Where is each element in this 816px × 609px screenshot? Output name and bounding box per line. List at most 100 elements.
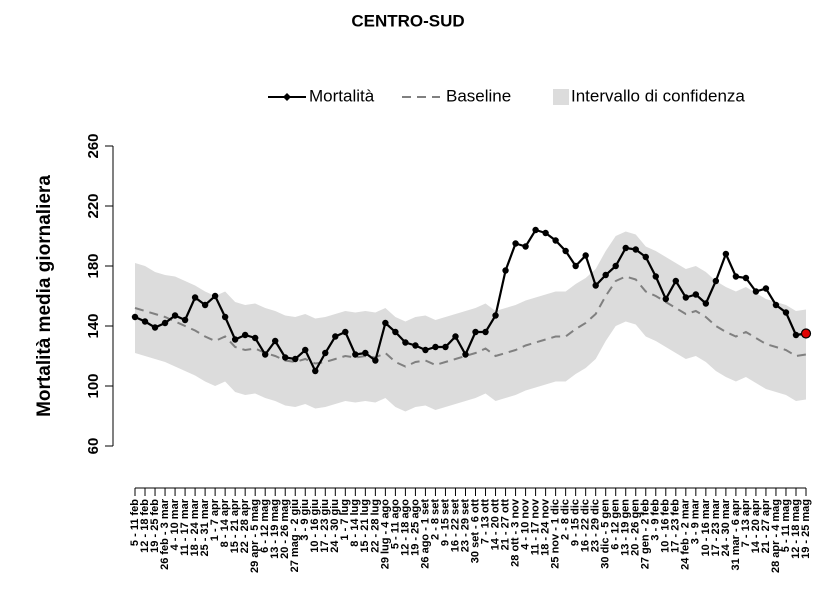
data-point xyxy=(682,294,690,301)
data-point xyxy=(612,262,619,270)
x-tick-label: 11 - 17 mar xyxy=(179,498,191,556)
x-tick-label: 10 - 16 feb xyxy=(660,499,672,553)
y-tick-label: 260 xyxy=(85,133,102,158)
data-point xyxy=(712,277,720,285)
x-tick-label: 19 - 25 mag xyxy=(800,499,812,559)
data-point xyxy=(261,351,269,358)
x-tick-label: 24 feb - 2 mar xyxy=(680,498,692,570)
x-tick-label: 16 - 22 set xyxy=(449,499,461,553)
data-point xyxy=(211,292,219,300)
x-tick-label: 27 gen - 2 feb xyxy=(640,499,652,570)
x-tick-label: 23 - 29 dic xyxy=(590,499,602,552)
y-tick-label: 60 xyxy=(85,438,102,455)
x-tick-label: 24 - 30 mar xyxy=(720,498,732,556)
x-tick-label: 4 - 10 nov xyxy=(519,498,531,550)
data-point xyxy=(302,346,309,354)
y-tick-label: 140 xyxy=(85,313,102,338)
x-tick-label: 12 - 18 ago xyxy=(399,499,411,556)
legend-label: Baseline xyxy=(446,86,511,105)
x-tick-label: 20 - 26 mag xyxy=(279,499,291,559)
legend-marker xyxy=(283,93,291,101)
chart-title: CENTRO-SUD xyxy=(351,11,464,30)
x-tick-label: 3 - 9 feb xyxy=(650,499,662,541)
data-point xyxy=(462,351,469,358)
x-tick-label: 2 - 8 set xyxy=(429,499,441,540)
data-point xyxy=(792,331,800,339)
y-tick-label: 220 xyxy=(85,193,102,218)
data-point xyxy=(332,333,339,340)
x-tick-label: 10 - 16 giu xyxy=(309,499,321,553)
x-tick-label: 6 - 12 gen xyxy=(610,499,622,550)
x-tick-label: 30 dic - 5 gen xyxy=(600,499,612,569)
x-tick-label: 22 - 28 apr xyxy=(239,498,251,553)
data-point xyxy=(592,282,599,289)
data-point xyxy=(231,336,239,343)
x-tick-label: 1 - 7 lug xyxy=(339,499,351,541)
x-tick-label: 6 - 12 mag xyxy=(259,499,271,553)
x-tick-label: 21 - 27 apr xyxy=(760,498,772,553)
data-point xyxy=(191,294,199,301)
x-tick-label: 15 - 21 lug xyxy=(359,499,371,553)
x-tick-label: 3 - 9 mar xyxy=(690,498,702,544)
x-tick-label: 16 - 22 dic xyxy=(580,499,592,552)
data-point xyxy=(201,301,209,309)
x-tick-label: 13 - 19 mag xyxy=(269,499,281,559)
x-tick-label: 3 - 9 giu xyxy=(299,499,311,541)
data-point xyxy=(442,343,449,351)
x-tick-label: 25 - 31 mar xyxy=(199,498,211,556)
x-tick-label: 7 - 13 ott xyxy=(479,499,491,545)
data-point xyxy=(181,316,189,324)
data-point xyxy=(652,273,659,280)
data-point xyxy=(732,273,740,280)
x-tick-label: 20 - 26 gen xyxy=(630,499,642,556)
data-point xyxy=(672,277,680,285)
y-axis-label: Mortalità media giornaliera xyxy=(34,175,55,417)
x-tick-label: 26 ago - 1 set xyxy=(419,499,431,569)
x-tick-label: 14 - 20 ott xyxy=(489,499,501,551)
data-point xyxy=(402,339,409,346)
legend-label: Intervallo di confidenza xyxy=(571,86,745,105)
x-tick-label: 12 - 18 feb xyxy=(139,499,151,553)
x-tick-label: 19 - 25 feb xyxy=(149,499,161,553)
data-point xyxy=(362,349,369,357)
x-tick-label: 25 nov - 1 dic xyxy=(550,499,562,569)
data-point xyxy=(482,328,489,336)
x-tick-label: 29 apr - 5 mag xyxy=(249,499,261,573)
data-point xyxy=(492,312,499,319)
y-tick-label: 100 xyxy=(85,373,102,398)
data-point xyxy=(342,328,349,336)
data-point xyxy=(702,300,710,307)
y-tick-label: 180 xyxy=(85,253,102,278)
data-point xyxy=(131,313,139,321)
data-point xyxy=(392,328,399,336)
data-point xyxy=(161,319,169,327)
x-tick-label: 18 - 24 nov xyxy=(540,498,552,556)
x-tick-label: 8 - 14 apr xyxy=(219,498,231,547)
data-point xyxy=(452,333,459,340)
data-point xyxy=(622,244,629,252)
legend-swatch xyxy=(553,89,569,105)
data-point xyxy=(141,318,149,325)
x-tick-label: 5 - 11 feb xyxy=(129,499,141,546)
data-point xyxy=(772,301,780,309)
x-tick-label: 9 - 15 set xyxy=(439,499,451,546)
x-tick-label: 22 - 28 lug xyxy=(369,499,381,553)
data-point xyxy=(782,309,790,316)
x-tick-label: 12 - 18 mag xyxy=(790,499,802,559)
data-point xyxy=(552,237,559,244)
x-tick-label: 27 mag - 2 giu xyxy=(289,499,301,572)
data-point xyxy=(762,285,770,292)
data-point xyxy=(292,355,299,363)
data-point xyxy=(602,271,609,279)
data-point xyxy=(562,247,569,255)
data-point xyxy=(221,313,229,321)
data-point xyxy=(522,243,529,250)
x-tick-label: 1 - 7 apr xyxy=(209,498,221,541)
confidence-band xyxy=(135,231,806,412)
x-tick-label: 19 - 25 ago xyxy=(409,499,421,556)
data-point xyxy=(662,295,669,303)
data-point xyxy=(752,288,760,295)
data-point xyxy=(512,240,519,247)
data-point xyxy=(251,334,259,342)
data-point xyxy=(151,324,159,331)
